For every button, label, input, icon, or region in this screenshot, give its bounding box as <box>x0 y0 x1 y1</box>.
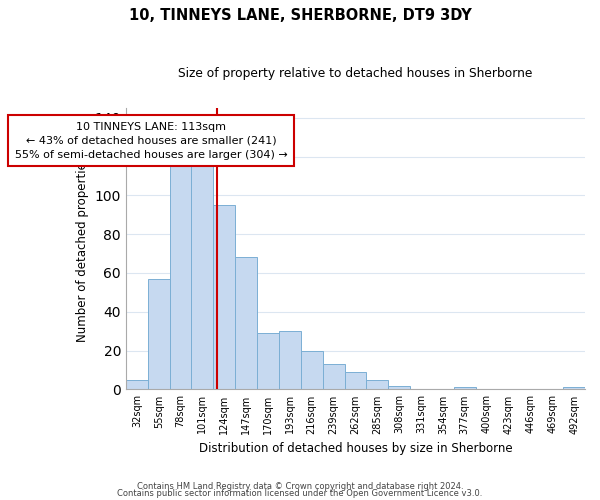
Bar <box>279 331 301 390</box>
Text: Contains public sector information licensed under the Open Government Licence v3: Contains public sector information licen… <box>118 489 482 498</box>
Bar <box>148 279 170 390</box>
Bar <box>388 386 410 390</box>
Text: 10, TINNEYS LANE, SHERBORNE, DT9 3DY: 10, TINNEYS LANE, SHERBORNE, DT9 3DY <box>128 8 472 22</box>
Y-axis label: Number of detached properties: Number of detached properties <box>76 156 89 342</box>
Bar <box>563 388 585 390</box>
Bar <box>170 166 191 390</box>
Text: Contains HM Land Registry data © Crown copyright and database right 2024.: Contains HM Land Registry data © Crown c… <box>137 482 463 491</box>
Bar <box>191 164 214 390</box>
X-axis label: Distribution of detached houses by size in Sherborne: Distribution of detached houses by size … <box>199 442 512 455</box>
Text: 10 TINNEYS LANE: 113sqm
← 43% of detached houses are smaller (241)
55% of semi-d: 10 TINNEYS LANE: 113sqm ← 43% of detache… <box>14 122 287 160</box>
Title: Size of property relative to detached houses in Sherborne: Size of property relative to detached ho… <box>178 68 533 80</box>
Bar <box>235 258 257 390</box>
Bar <box>301 350 323 390</box>
Bar <box>367 380 388 390</box>
Bar <box>257 333 279 390</box>
Bar <box>323 364 344 390</box>
Bar <box>214 205 235 390</box>
Bar <box>126 380 148 390</box>
Bar <box>344 372 367 390</box>
Bar <box>454 388 476 390</box>
